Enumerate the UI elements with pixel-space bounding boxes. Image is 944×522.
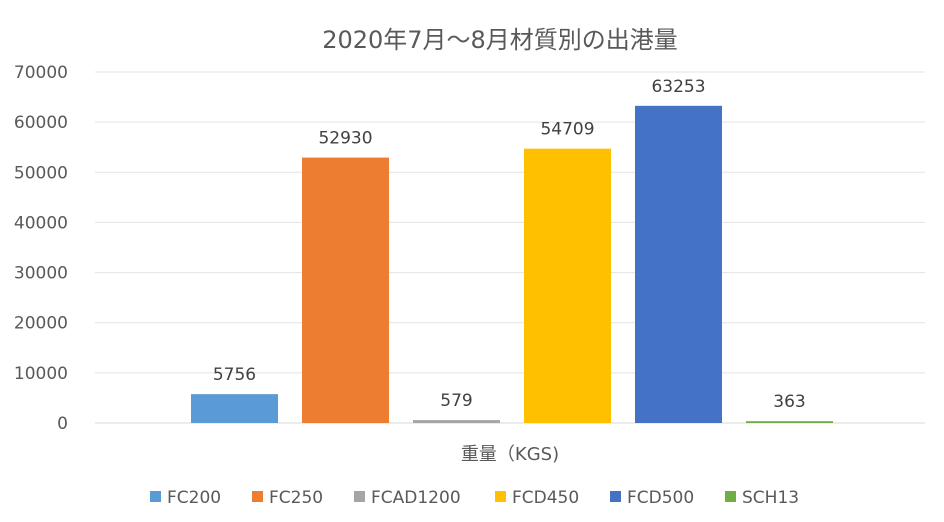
data-label-fc250: 52930 xyxy=(318,129,372,149)
legend-item-fcd450: FCD450 xyxy=(495,488,579,508)
y-axis-ticks: 0 10000 20000 30000 40000 50000 60000 70000 xyxy=(14,63,68,434)
legend-swatch xyxy=(610,491,621,502)
bar-fcd500 xyxy=(635,105,722,423)
legend-swatch xyxy=(150,491,161,502)
legend-item-fcad1200: FCAD1200 xyxy=(354,488,461,508)
legend-item-fcd500: FCD500 xyxy=(610,488,694,508)
chart-title: 2020年7月～8月材質別の出港量 xyxy=(322,26,678,54)
legend-swatch xyxy=(354,491,365,502)
legend-label: FC250 xyxy=(269,488,323,508)
y-tick-label: 0 xyxy=(57,414,68,434)
bar-fcad1200 xyxy=(413,420,500,423)
bar-fcd450 xyxy=(524,148,611,423)
data-label-fc200: 5756 xyxy=(213,365,256,385)
y-tick-label: 70000 xyxy=(14,63,68,83)
data-label-fcd450: 54709 xyxy=(540,120,594,140)
legend-label: FCAD1200 xyxy=(371,488,461,508)
gridlines xyxy=(95,71,925,424)
bar-fc200 xyxy=(191,394,278,423)
bar-fc250 xyxy=(302,157,389,423)
data-label-fcd500: 63253 xyxy=(651,77,705,97)
legend-swatch xyxy=(495,491,506,502)
legend-label: SCH13 xyxy=(742,488,799,508)
legend-label: FC200 xyxy=(167,488,221,508)
data-label-fcad1200: 579 xyxy=(440,391,472,411)
bars xyxy=(191,105,833,423)
legend-item-fc250: FC250 xyxy=(252,488,323,508)
legend-label: FCD450 xyxy=(512,488,579,508)
legend-swatch xyxy=(252,491,263,502)
y-tick-label: 20000 xyxy=(14,314,68,334)
y-tick-label: 10000 xyxy=(14,364,68,384)
legend-swatch xyxy=(725,491,736,502)
y-tick-label: 50000 xyxy=(14,163,68,183)
legend-item-fc200: FC200 xyxy=(150,488,221,508)
y-tick-label: 60000 xyxy=(14,113,68,133)
data-label-sch13: 363 xyxy=(773,392,805,412)
legend-label: FCD500 xyxy=(627,488,694,508)
y-tick-label: 30000 xyxy=(14,264,68,284)
legend: FC200 FC250 FCAD1200 FCD450 FCD500 SCH13 xyxy=(150,488,799,508)
data-labels: 5756 52930 579 54709 63253 363 xyxy=(213,77,806,412)
y-tick-label: 40000 xyxy=(14,213,68,233)
bar-sch13 xyxy=(746,421,833,423)
legend-item-sch13: SCH13 xyxy=(725,488,799,508)
category-label: 重量（KGS) xyxy=(461,444,559,465)
